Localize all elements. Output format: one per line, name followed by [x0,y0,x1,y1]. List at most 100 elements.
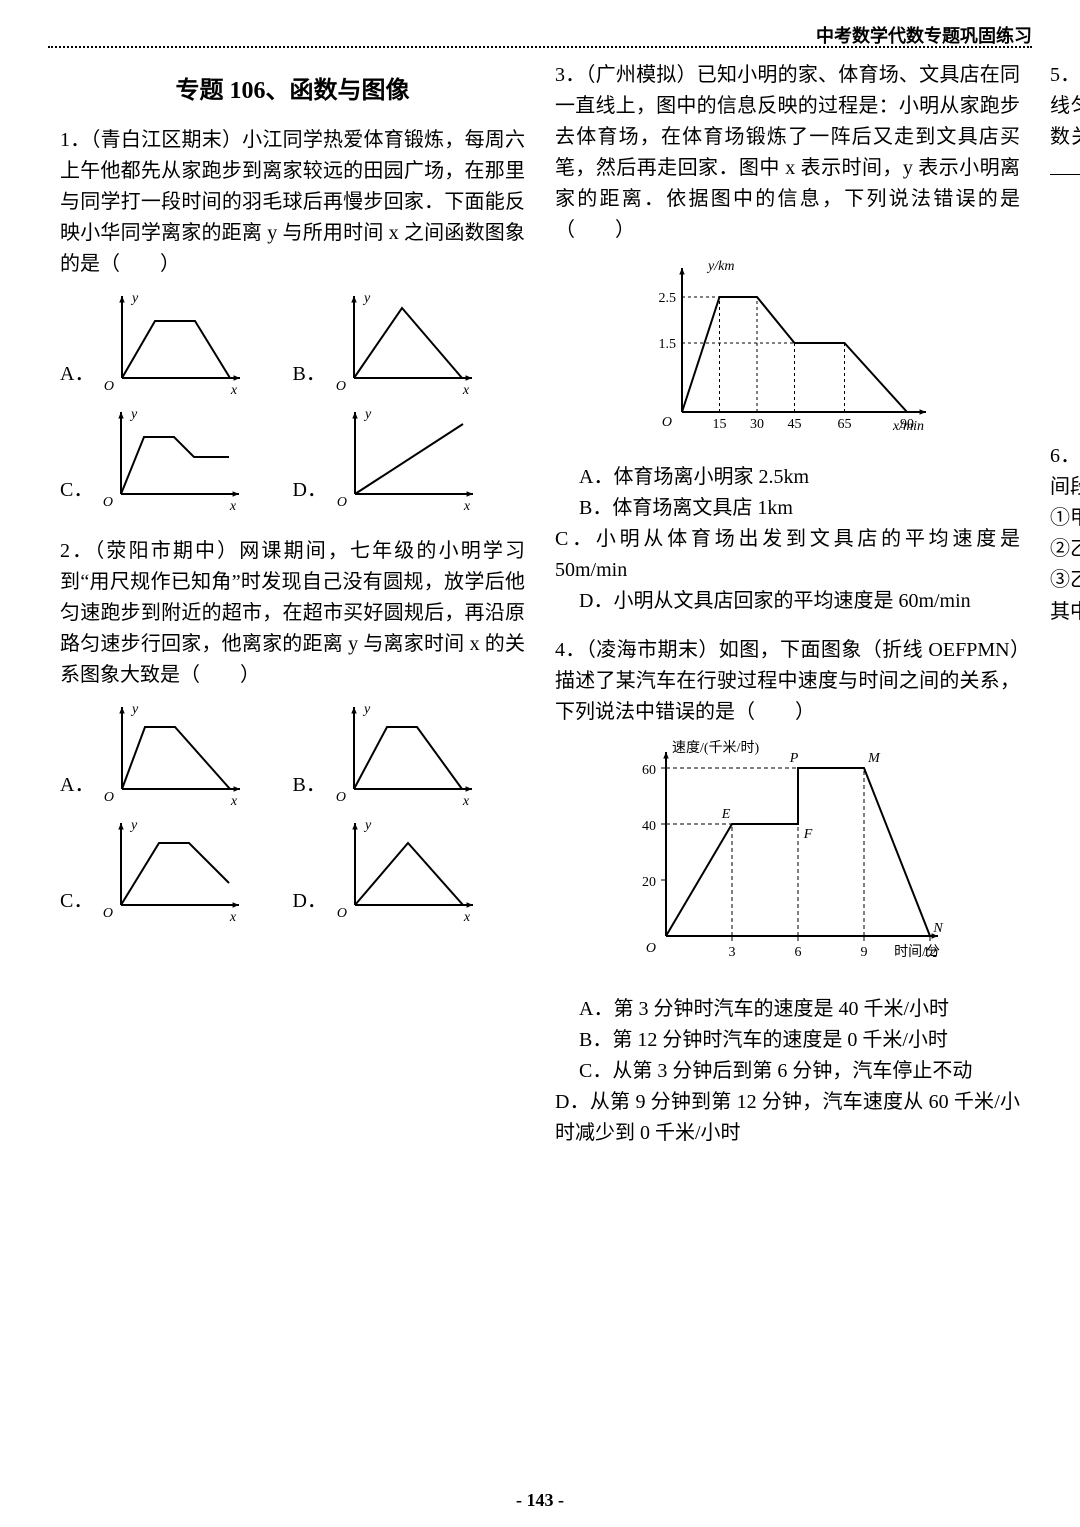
q1-graph-c: Ox y [99,402,249,512]
q2-opt-b-label: B． [293,770,326,807]
q2-opt-d-label: D． [293,886,327,923]
svg-text:y: y [130,291,139,306]
q4-opt-a: A．第 3 分钟时汽车的速度是 40 千米/小时 [579,994,1020,1025]
q3-chart: Ox/miny/km15304565901.52.5 [638,254,938,444]
svg-text:M: M [867,751,881,766]
q3-stem: 3．（广州模拟）已知小明的家、体育场、文具店在同一直线上，图中的信息反映的过程是… [555,60,1020,246]
q2-opt-a-label: A． [60,770,94,807]
two-column-body: 专题 106、函数与图像 1．（青白江区期末）小江同学热爱体育锻炼，每周六上午他… [60,60,1020,1477]
q1-opt-c-label: C． [60,475,93,512]
svg-text:12: 12 [923,945,937,960]
q3-opt-d: D．小明从文具店回家的平均速度是 60m/min [579,586,1020,617]
svg-text:x: x [463,499,471,512]
q1-opt-d-label: D． [293,475,327,512]
q1-option-grid: A． Ox y B． Ox y C． Ox y D． Ox y [60,286,525,518]
q1-stem: 1．（青白江区期末）小江同学热爱体育锻炼，每周六上午他都先从家跑步到离家较远的田… [60,125,525,280]
svg-text:y/km: y/km [706,259,734,274]
q1-opt-b-label: B． [293,359,326,396]
svg-text:x: x [462,383,470,396]
q6-item-1: ①甲的速度始终保持不变； [1050,503,1080,534]
q2-stem: 2．（荥阳市期中）网课期间，七年级的小明学习到“用尺规作已知角”时发现自己没有圆… [60,536,525,691]
q6-stem: 6．（海淀区校级月考）如图所示，甲、乙两车在某时间段内速度随时间变化的图象．下列… [1050,441,1080,503]
svg-text:y: y [363,407,372,422]
q4-opt-d: D．从第 9 分钟到第 12 分钟，汽车速度从 60 千米/小时减少到 0 千米… [555,1087,1020,1149]
q5-stem: 5．（邹平市期末）甲骑自行车、乙骑摩托车沿相同路线匀速由 A 地到 B 地，行驶… [1050,60,1080,185]
svg-text:P: P [788,751,798,766]
svg-text:y: y [363,818,372,833]
q5-stem-a: 5．（邹平市期末）甲骑自行车、乙骑摩托车沿相同路线匀速由 A 地到 B 地，行驶… [1050,64,1080,148]
svg-text:3: 3 [728,945,735,960]
svg-text:30: 30 [750,417,764,432]
svg-text:15: 15 [712,417,726,432]
svg-text:O: O [336,790,346,805]
header-divider [48,46,1032,48]
svg-text:60: 60 [642,763,656,778]
svg-text:6: 6 [794,945,801,960]
svg-text:O: O [645,941,655,956]
svg-text:x: x [229,910,237,923]
svg-text:45: 45 [787,417,801,432]
question-4: 4．（凌海市期末）如图，下面图象（折线 OEFPMN）描述了某汽车在行驶过程中速… [555,635,1020,1149]
q4-opt-b: B．第 12 分钟时汽车的速度是 0 千米/小时 [579,1025,1020,1056]
q3-opt-a: A．体育场离小明家 2.5km [579,462,1020,493]
svg-text:E: E [720,807,730,822]
q5-blank[interactable] [1050,153,1080,175]
q3-options: A．体育场离小明家 2.5km B．体育场离文具店 1km C．小明从体育场出发… [555,462,1020,617]
svg-text:速度/(千米/时): 速度/(千米/时) [672,740,759,756]
svg-text:y: y [129,407,138,422]
q2-opt-c-label: C． [60,886,93,923]
q4-options: A．第 3 分钟时汽车的速度是 40 千米/小时 B．第 12 分钟时汽车的速度… [555,994,1020,1149]
svg-text:x: x [462,794,470,807]
svg-text:O: O [103,906,113,921]
q4-opt-c: C．从第 3 分钟后到第 6 分钟，汽车停止不动 [579,1056,1020,1087]
svg-text:x: x [229,499,237,512]
svg-text:90: 90 [900,417,914,432]
svg-text:y: y [362,702,371,717]
svg-text:40: 40 [642,819,656,834]
question-3: 3．（广州模拟）已知小明的家、体育场、文具店在同一直线上，图中的信息反映的过程是… [555,60,1020,617]
svg-text:y: y [129,818,138,833]
svg-text:O: O [103,495,113,510]
q4-stem: 4．（凌海市期末）如图，下面图象（折线 OEFPMN）描述了某汽车在行驶过程中速… [555,635,1020,728]
svg-text:O: O [661,415,671,430]
svg-text:O: O [104,790,114,805]
question-2: 2．（荥阳市期中）网课期间，七年级的小明学习到“用尺规作已知角”时发现自己没有圆… [60,536,525,929]
q6-tail: 其中正确的是．（填序号） [1050,596,1080,628]
svg-text:y: y [362,291,371,306]
page-number: - 143 - [0,1490,1080,1511]
q1-graph-d: Ox y [333,402,483,512]
svg-text:N: N [932,921,943,936]
svg-text:x: x [230,383,238,396]
header-source: 中考数学代数专题巩固练习 [816,22,1032,48]
q3-opt-c: C．小明从体育场出发到文具店的平均速度是 50m/min [555,524,1020,586]
svg-text:20: 20 [642,875,656,890]
q1-graph-a: Ox y [100,286,250,396]
svg-text:y: y [130,702,139,717]
q2-graph-a: Ox y [100,697,250,807]
question-5: 5．（邹平市期末）甲骑自行车、乙骑摩托车沿相同路线匀速由 A 地到 B 地，行驶… [1050,60,1080,423]
svg-text:x: x [230,794,238,807]
q1-opt-a-label: A． [60,359,94,396]
question-1: 1．（青白江区期末）小江同学热爱体育锻炼，每周六上午他都先从家跑步到离家较远的田… [60,125,525,518]
q2-graph-c: Ox y [99,813,249,923]
svg-text:x: x [463,910,471,923]
topic-title: 专题 106、函数与图像 [60,70,525,105]
q4-chart: O时间/分速度/(千米/时)36912204060EFPMN [608,736,968,976]
question-6: 6．（海淀区校级月考）如图所示，甲、乙两车在某时间段内速度随时间变化的图象．下列… [1050,441,1080,866]
svg-text:O: O [337,495,347,510]
svg-text:O: O [337,906,347,921]
svg-text:O: O [104,379,114,394]
q2-option-grid: A． Ox y B． Ox y C． Ox y D． Ox y [60,697,525,929]
q2-graph-b: Ox y [332,697,482,807]
q1-graph-b: Ox y [332,286,482,396]
q6-item-2: ②乙车第 12 秒时的速度为 32 米/秒； [1050,534,1080,565]
svg-text:65: 65 [837,417,851,432]
svg-text:2.5: 2.5 [658,291,676,306]
q6-tail-a: 其中正确的是 [1050,601,1080,623]
q2-graph-d: Ox y [333,813,483,923]
q3-opt-b: B．体育场离文具店 1km [579,493,1020,524]
svg-text:9: 9 [860,945,867,960]
svg-text:F: F [802,827,812,842]
q6-item-3: ③乙车前 4 秒行驶的总路程为 48 米． [1050,565,1080,596]
svg-text:O: O [336,379,346,394]
